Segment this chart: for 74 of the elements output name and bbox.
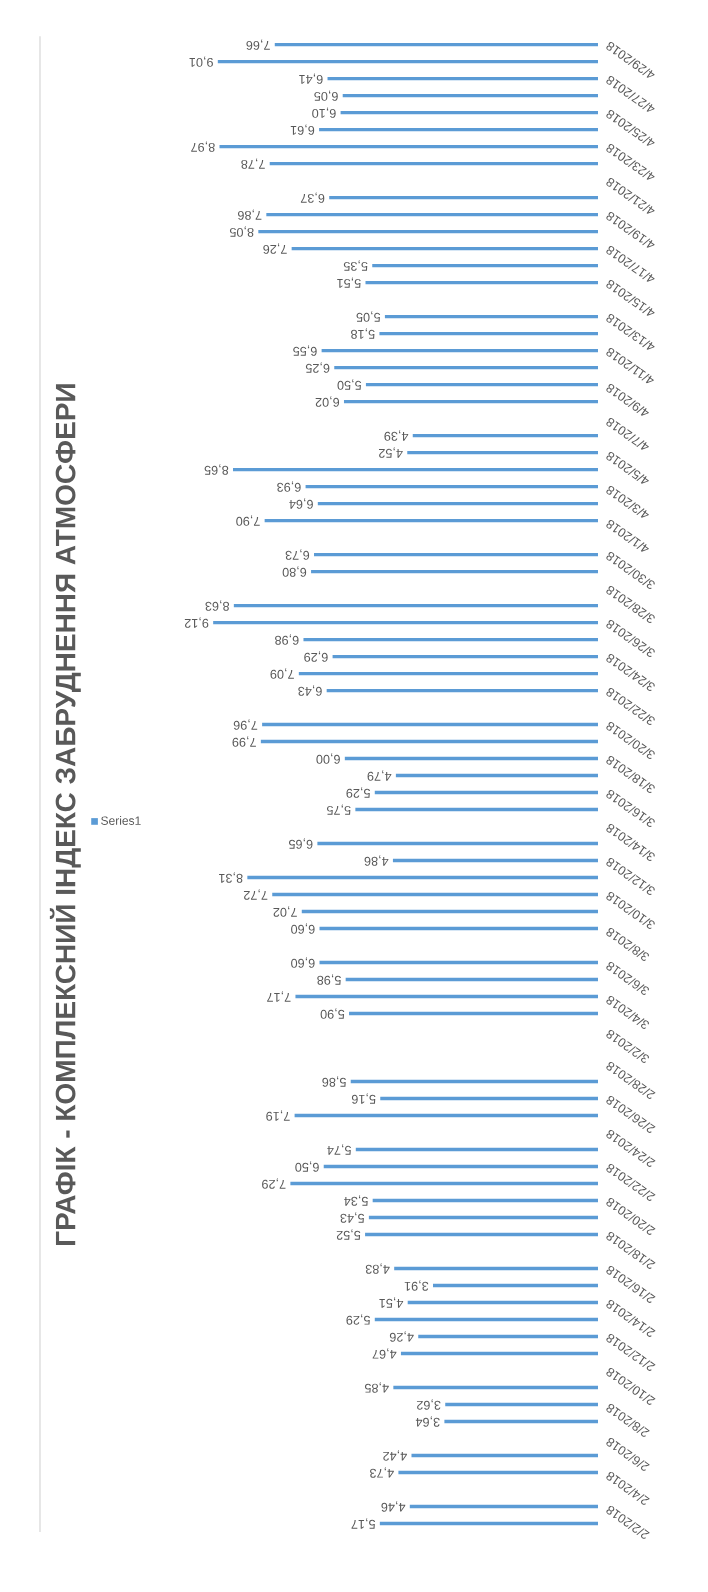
- data-label: 4,46: [381, 1501, 406, 1512]
- data-label: 5,90: [320, 1008, 345, 1019]
- data-label: 5,52: [336, 1229, 361, 1240]
- data-label: 4,73: [370, 1467, 394, 1478]
- data-label: 6,64: [289, 498, 313, 509]
- data-label: 4,79: [367, 770, 392, 781]
- data-label: 3,64: [415, 1416, 440, 1427]
- data-label: 7,09: [270, 668, 294, 679]
- data-label: 5,34: [344, 1195, 368, 1206]
- data-label: 5,29: [346, 1314, 371, 1325]
- data-label: 5,17: [351, 1518, 376, 1529]
- data-label: 7,99: [232, 736, 256, 747]
- data-label: 6,60: [291, 957, 315, 968]
- data-label: 5,18: [351, 328, 375, 339]
- data-label: 9,01: [189, 56, 213, 67]
- data-label: 5,35: [343, 260, 368, 271]
- data-label: 6,93: [277, 481, 301, 492]
- data-label: 4,51: [379, 1297, 404, 1308]
- data-label: 5,86: [322, 1076, 346, 1087]
- data-label: 5,50: [337, 379, 362, 390]
- data-label: 6,00: [316, 753, 340, 764]
- data-label: 5,16: [351, 1093, 376, 1104]
- data-label: 4,26: [389, 1331, 414, 1342]
- data-label: 6,50: [295, 1161, 319, 1172]
- data-label: 6,25: [305, 362, 330, 373]
- data-label: 7,17: [267, 991, 291, 1002]
- data-label: 8,31: [219, 872, 243, 883]
- data-label: 7,26: [263, 243, 287, 254]
- data-label: 6,61: [290, 124, 315, 135]
- data-label: 8,05: [229, 226, 254, 237]
- data-label: 6,55: [293, 345, 317, 356]
- data-label: 8,63: [205, 600, 230, 611]
- data-label: 4,85: [364, 1382, 389, 1393]
- data-label: 4,83: [365, 1263, 390, 1274]
- data-label: 6,05: [314, 90, 338, 101]
- data-label: 6,98: [275, 634, 299, 645]
- data-label: 3,62: [416, 1399, 441, 1410]
- data-label: 4,52: [378, 447, 403, 458]
- data-label: 5,05: [356, 311, 381, 322]
- data-label: 6,37: [300, 192, 325, 203]
- data-label: 5,51: [337, 277, 361, 288]
- data-label: 5,74: [327, 1144, 352, 1155]
- data-label: 6,80: [282, 566, 307, 577]
- data-label: 6,43: [298, 685, 322, 696]
- data-label: 5,29: [346, 787, 371, 798]
- data-label: 7,02: [273, 906, 297, 917]
- data-label: 6,73: [285, 549, 310, 560]
- data-label: 7,96: [233, 719, 258, 730]
- data-label: 6,29: [304, 651, 328, 662]
- data-label: 8,65: [204, 464, 229, 475]
- data-label: 4,67: [372, 1348, 397, 1359]
- data-label: 6,02: [315, 396, 340, 407]
- text: ГРАФІК - КОМПЛЕКСНИЙ ІНДЕКС ЗАБРУДНЕННЯ АТМОСФЕРИ: [49, 384, 81, 1245]
- data-label: 7,86: [237, 209, 262, 220]
- data-label: 7,72: [243, 889, 268, 900]
- data-label: 4,42: [383, 1450, 407, 1461]
- legend-label: Series1: [101, 816, 141, 825]
- data-label: 5,75: [326, 804, 351, 815]
- data-label: 7,66: [246, 39, 270, 50]
- data-label: 6,60: [291, 923, 315, 934]
- data-label: 7,19: [266, 1110, 290, 1121]
- data-label: 6,65: [288, 838, 313, 849]
- data-label: 7,29: [262, 1178, 286, 1189]
- data-label: 4,86: [364, 855, 389, 866]
- data-label: 4,39: [384, 430, 409, 441]
- data-label: 3,91: [404, 1280, 429, 1291]
- data-label: 7,90: [236, 515, 260, 526]
- data-label: 5,98: [317, 974, 341, 985]
- data-label: 6,10: [312, 107, 336, 118]
- data-label: 6,41: [299, 73, 323, 84]
- data-label: 8,97: [191, 141, 215, 152]
- data-label: 5,43: [340, 1212, 365, 1223]
- data-label: 7,78: [241, 158, 265, 169]
- data-label: 9,12: [184, 617, 209, 628]
